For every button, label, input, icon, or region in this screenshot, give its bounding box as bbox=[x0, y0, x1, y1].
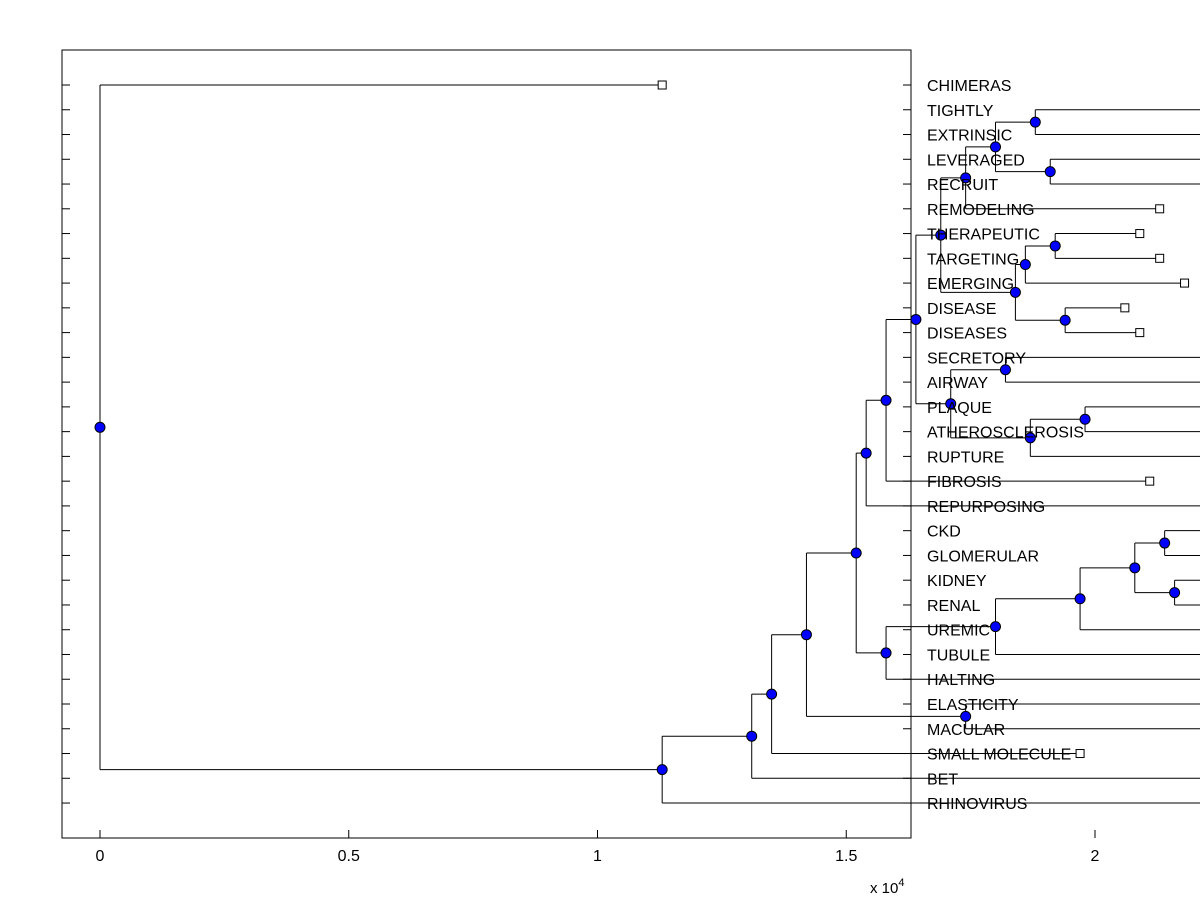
node-marker bbox=[746, 730, 758, 742]
leaf-label: TIGHTLY bbox=[927, 103, 994, 120]
node-marker bbox=[1129, 562, 1141, 574]
leaf-label: TARGETING bbox=[927, 251, 1019, 268]
leaf-marker bbox=[1120, 303, 1130, 313]
node-marker bbox=[1079, 413, 1091, 425]
node-marker bbox=[1044, 166, 1056, 178]
node-marker bbox=[1049, 240, 1061, 252]
node-marker bbox=[1029, 116, 1041, 128]
leaf-marker bbox=[1155, 204, 1165, 214]
leaf-marker bbox=[1075, 749, 1085, 759]
leaf-label: CKD bbox=[927, 524, 961, 541]
node-marker bbox=[1159, 537, 1171, 549]
leaf-label: RUPTURE bbox=[927, 449, 1004, 466]
node-marker bbox=[999, 364, 1011, 376]
leaf-labels: CHIMERAS TIGHTLY EXTRINSIC LEVERAGED RECRUIT… bbox=[927, 78, 1084, 813]
node-marker bbox=[945, 398, 957, 410]
node-marker bbox=[850, 547, 862, 559]
x-tick-label: 0.5 bbox=[338, 848, 360, 865]
y-axis-ticks-right bbox=[903, 84, 911, 804]
node-marker bbox=[656, 764, 668, 776]
node-marker bbox=[1074, 593, 1086, 605]
node-marker bbox=[1024, 432, 1036, 444]
leaf-label: DISEASE bbox=[927, 301, 996, 318]
node-marker bbox=[1169, 587, 1181, 599]
leaf-marker bbox=[1180, 278, 1190, 288]
leaf-marker bbox=[657, 80, 667, 90]
node-marker bbox=[860, 447, 872, 459]
leaf-label: EXTRINSIC bbox=[927, 128, 1012, 145]
leaf-label: THERAPEUTIC bbox=[927, 227, 1040, 244]
leaf-label: UREMIC bbox=[927, 623, 990, 640]
x-tick-label: 2 bbox=[1091, 848, 1100, 865]
leaf-label: AIRWAY bbox=[927, 375, 988, 392]
leaf-label: HALTING bbox=[927, 672, 995, 689]
leaf-label: DISEASES bbox=[927, 326, 1007, 343]
node-marker bbox=[766, 688, 778, 700]
leaf-label: RENAL bbox=[927, 598, 980, 615]
leaf-label: SMALL MOLECULE bbox=[927, 747, 1071, 764]
x-tick-label: 1.5 bbox=[835, 848, 857, 865]
node-marker bbox=[94, 421, 106, 433]
node-marker bbox=[800, 629, 812, 641]
leaf-label: REMODELING bbox=[927, 202, 1035, 219]
x-tick-label: 0 bbox=[96, 848, 105, 865]
leaf-label: EMERGING bbox=[927, 276, 1014, 293]
plot-frame bbox=[61, 49, 912, 839]
leaf-marker bbox=[1155, 253, 1165, 263]
leaf-label: TUBULE bbox=[927, 647, 990, 664]
leaf-label: PLAQUE bbox=[927, 400, 992, 417]
leaf-markers bbox=[657, 80, 1190, 759]
node-markers bbox=[94, 116, 1181, 776]
leaf-marker bbox=[1135, 229, 1145, 239]
node-marker bbox=[935, 229, 947, 241]
leaf-label: SECRETORY bbox=[927, 350, 1026, 367]
y-axis-ticks bbox=[62, 84, 70, 804]
leaf-label: LEVERAGED bbox=[927, 152, 1025, 169]
x-scale-label: x 104 bbox=[870, 877, 904, 897]
node-marker bbox=[1019, 259, 1031, 271]
leaf-label: ATHEROSCLEROSIS bbox=[927, 425, 1084, 442]
leaf-label: REPURPOSING bbox=[927, 499, 1045, 516]
x-axis-ticks bbox=[99, 830, 1096, 838]
node-marker bbox=[990, 141, 1001, 153]
leaf-label: KIDNEY bbox=[927, 573, 987, 590]
leaf-marker bbox=[1135, 328, 1145, 338]
node-marker bbox=[1009, 286, 1021, 298]
dendrogram-links bbox=[99, 84, 1200, 804]
node-marker bbox=[960, 172, 972, 184]
node-marker bbox=[1059, 314, 1071, 326]
leaf-label: CHIMERAS bbox=[927, 78, 1011, 95]
leaf-label: GLOMERULAR bbox=[927, 548, 1039, 565]
leaf-label: ELASTICITY bbox=[927, 697, 1019, 714]
node-marker bbox=[990, 621, 1001, 633]
leaf-label: FIBROSIS bbox=[927, 474, 1002, 491]
node-marker bbox=[880, 647, 892, 659]
node-marker bbox=[880, 394, 892, 406]
leaf-label: MACULAR bbox=[927, 722, 1005, 739]
x-axis-tick-labels: 00.511.522.53 bbox=[96, 848, 1100, 865]
leaf-marker bbox=[1145, 476, 1155, 486]
node-marker bbox=[960, 710, 972, 722]
leaf-label: BET bbox=[927, 771, 958, 788]
leaf-label: RECRUIT bbox=[927, 177, 998, 194]
leaf-label: RHINOVIRUS bbox=[927, 796, 1027, 813]
x-tick-label: 1 bbox=[593, 848, 602, 865]
node-marker bbox=[910, 313, 922, 325]
